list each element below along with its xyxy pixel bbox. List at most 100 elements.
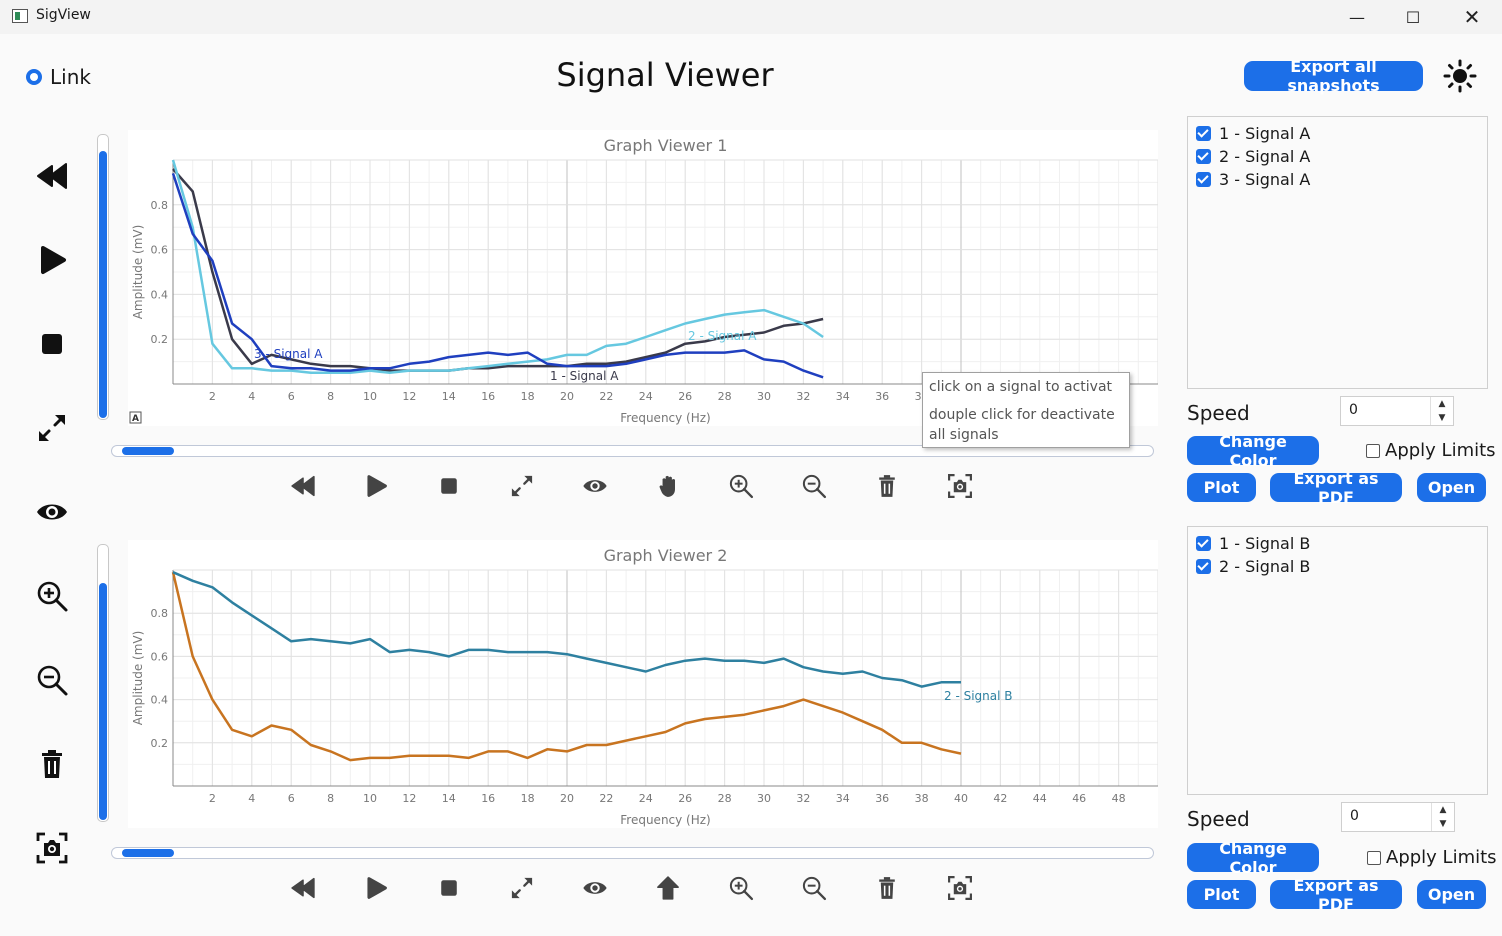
rewind-icon[interactable] <box>285 870 321 906</box>
snapshot-icon[interactable] <box>30 826 74 870</box>
graph1-open-button[interactable]: Open <box>1417 473 1486 502</box>
x-tick-label: 36 <box>875 792 889 805</box>
play-icon[interactable] <box>358 468 394 504</box>
x-axis-label: Frequency (Hz) <box>620 813 711 827</box>
eye-icon[interactable] <box>30 490 74 534</box>
export-all-snapshots-button[interactable]: Export all snapshots <box>1244 57 1423 95</box>
eye-icon[interactable] <box>577 870 613 906</box>
x-tick-label: 6 <box>288 390 295 403</box>
trash-icon[interactable] <box>869 468 905 504</box>
checkbox-checked-icon[interactable] <box>1196 559 1211 574</box>
graph2-plot[interactable]: Graph Viewer 22 4 6 8 10 12 14 16 18 20 22 24 26 28 30… <box>128 540 1159 828</box>
x-tick-label: 34 <box>836 390 850 403</box>
list-item[interactable]: 2 - Signal A <box>1196 147 1310 166</box>
checkbox-checked-icon[interactable] <box>1196 126 1211 141</box>
eye-icon[interactable] <box>577 468 613 504</box>
trash-icon[interactable] <box>30 742 74 786</box>
stop-icon[interactable] <box>431 468 467 504</box>
list-item-label: 1 - Signal B <box>1219 534 1311 553</box>
expand-icon[interactable] <box>504 468 540 504</box>
graph1-signal-list[interactable]: 1 - Signal A 2 - Signal A 3 - Signal A <box>1187 116 1488 389</box>
graph1-export-pdf-button[interactable]: Export as PDF <box>1270 469 1402 507</box>
link-radio[interactable]: Link <box>26 65 91 89</box>
graph1-plot-button[interactable]: Plot <box>1187 473 1256 502</box>
graph-viewer-1[interactable]: Graph Viewer 1 2 4 6 8 10 12 14 16 18 20 22 24 26 28 30… <box>128 130 1159 426</box>
graph2-apply-limits[interactable]: Apply Limits <box>1367 847 1497 868</box>
hand-icon[interactable] <box>650 468 686 504</box>
graph1-plot[interactable]: Graph Viewer 12 4 6 8 10 12 14 16 18 20 22 24 26 28 30… <box>128 130 1159 426</box>
x-tick-label: 48 <box>1112 792 1126 805</box>
snapshot-icon[interactable] <box>942 870 978 906</box>
x-tick-label: 10 <box>363 390 377 403</box>
graph2-horizontal-slider-thumb[interactable] <box>122 849 175 857</box>
theme-sun-icon[interactable] <box>1442 58 1478 94</box>
x-tick-label: 6 <box>288 792 295 805</box>
x-tick-label: 14 <box>442 390 456 403</box>
x-tick-label: 44 <box>1033 792 1047 805</box>
trash-icon[interactable] <box>869 870 905 906</box>
x-tick-label: 12 <box>402 792 416 805</box>
list-item[interactable]: 2 - Signal B <box>1196 557 1310 576</box>
series-annotation: 2 - Signal A <box>688 329 757 343</box>
graph2-speed-spinbox[interactable]: 0 ▲ ▼ <box>1341 802 1455 832</box>
rewind-icon[interactable] <box>285 468 321 504</box>
rewind-icon[interactable] <box>30 154 74 198</box>
zoom-in-icon[interactable] <box>30 574 74 618</box>
graph1-change-color-button[interactable]: Change Color <box>1187 432 1319 470</box>
graph1-vertical-slider-fill[interactable] <box>99 151 107 418</box>
stop-icon[interactable] <box>30 322 74 366</box>
expand-icon[interactable] <box>504 870 540 906</box>
graph2-open-button[interactable]: Open <box>1417 880 1486 909</box>
app-icon <box>12 9 28 23</box>
series-line <box>171 159 824 375</box>
checkbox-unchecked-icon[interactable] <box>1367 850 1381 865</box>
x-tick-label: 4 <box>248 390 255 403</box>
graph2-horizontal-slider[interactable] <box>111 847 1154 859</box>
up-arrow-icon[interactable] <box>650 870 686 906</box>
graph2-vertical-slider-fill[interactable] <box>99 582 107 820</box>
checkbox-unchecked-icon[interactable] <box>1366 443 1380 458</box>
graph1-apply-limits[interactable]: Apply Limits <box>1366 440 1496 461</box>
list-item[interactable]: 3 - Signal A <box>1196 170 1310 189</box>
list-item[interactable]: 1 - Signal B <box>1196 534 1310 553</box>
play-icon[interactable] <box>30 238 74 282</box>
graph2-signal-list[interactable]: 1 - Signal B 2 - Signal B <box>1187 526 1488 795</box>
zoom-out-icon[interactable] <box>796 468 832 504</box>
zoom-in-icon[interactable] <box>723 870 759 906</box>
stop-icon[interactable] <box>431 870 467 906</box>
graph1-horizontal-slider[interactable] <box>111 445 1154 457</box>
graph1-speed-spinbox[interactable]: 0 ▲ ▼ <box>1340 396 1454 426</box>
radio-indicator[interactable] <box>26 69 42 85</box>
list-item[interactable]: 1 - Signal A <box>1196 124 1310 143</box>
list-item-label: 1 - Signal A <box>1219 124 1311 143</box>
snapshot-icon[interactable] <box>942 468 978 504</box>
graph2-plot-button[interactable]: Plot <box>1187 880 1256 909</box>
graph-viewer-2[interactable]: Graph Viewer 2 2 4 6 8 10 12 14 16 18 20 22 24 26 28 30… <box>128 540 1159 828</box>
series-annotation: 3 - Signal A <box>254 347 323 361</box>
expand-icon[interactable] <box>30 406 74 450</box>
x-tick-label: 16 <box>481 792 495 805</box>
minimize-icon[interactable]: — <box>1349 7 1365 27</box>
link-label: Link <box>50 65 91 89</box>
x-tick-label: 10 <box>363 792 377 805</box>
graph2-change-color-button[interactable]: Change Color <box>1187 839 1319 877</box>
zoom-in-icon[interactable] <box>723 468 759 504</box>
graph2-vertical-slider[interactable] <box>97 544 109 822</box>
spin-arrows-icon[interactable]: ▲ ▼ <box>1430 397 1453 425</box>
checkbox-checked-icon[interactable] <box>1196 536 1211 551</box>
checkbox-checked-icon[interactable] <box>1196 149 1211 164</box>
graph1-vertical-slider[interactable] <box>97 134 109 420</box>
play-icon[interactable] <box>358 870 394 906</box>
graph2-export-pdf-button[interactable]: Export as PDF <box>1270 876 1402 914</box>
maximize-icon[interactable]: ☐ <box>1405 7 1421 27</box>
x-tick-label: 46 <box>1072 792 1086 805</box>
zoom-out-icon[interactable] <box>30 658 74 702</box>
list-item-label: 2 - Signal A <box>1219 147 1311 166</box>
graph1-horizontal-slider-thumb[interactable] <box>122 447 175 455</box>
x-tick-label: 8 <box>327 390 334 403</box>
zoom-out-icon[interactable] <box>796 870 832 906</box>
close-icon[interactable]: ✕ <box>1463 5 1481 29</box>
checkbox-checked-icon[interactable] <box>1196 172 1211 187</box>
spin-arrows-icon[interactable]: ▲ ▼ <box>1431 803 1454 831</box>
series-annotation: 2 - Signal B <box>944 689 1013 703</box>
